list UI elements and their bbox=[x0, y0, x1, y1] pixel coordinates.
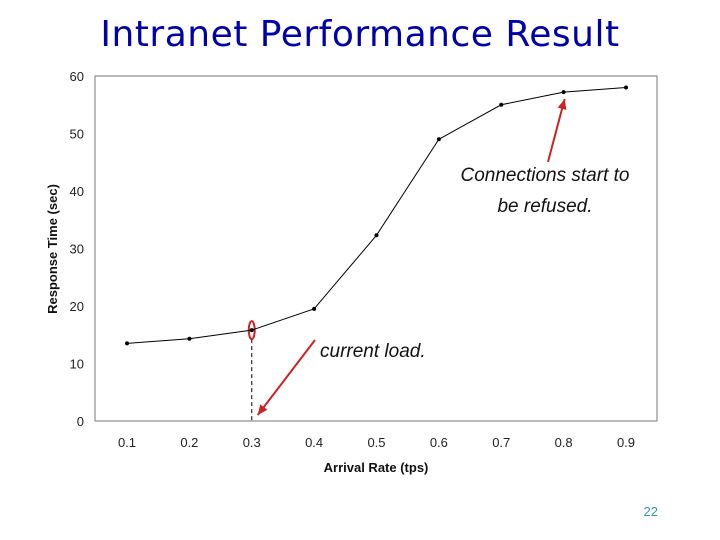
data-point bbox=[249, 328, 254, 333]
x-tick-label: 0.1 bbox=[118, 435, 136, 450]
y-tick-label: 40 bbox=[70, 184, 84, 199]
data-point bbox=[436, 137, 441, 142]
annotation-connections-line2: be refused. bbox=[497, 196, 592, 217]
y-tick-label: 10 bbox=[70, 357, 84, 372]
y-axis-ticks: 0 10 20 30 40 50 60 bbox=[70, 69, 84, 429]
y-axis-title: Response Time (sec) bbox=[45, 184, 60, 314]
annotation-current-load: current load. bbox=[320, 341, 426, 362]
annotation-connections-line1: Connections start to bbox=[461, 165, 630, 186]
x-axis-ticks: 0.1 0.2 0.3 0.4 0.5 0.6 0.7 0.8 0.9 bbox=[118, 435, 635, 450]
series-group bbox=[125, 85, 628, 346]
data-point bbox=[561, 90, 566, 95]
data-point bbox=[624, 85, 628, 90]
data-point bbox=[187, 336, 192, 341]
plot-frame bbox=[94, 75, 658, 422]
annotations-group: Connections start to be refused. current… bbox=[256, 98, 630, 416]
y-tick-label: 60 bbox=[70, 69, 84, 84]
x-axis-title: Arrival Rate (tps) bbox=[324, 460, 429, 475]
x-tick-label: 0.7 bbox=[492, 435, 510, 450]
data-point bbox=[125, 341, 129, 346]
y-tick-label: 20 bbox=[70, 299, 84, 314]
x-tick-label: 0.2 bbox=[180, 435, 198, 450]
x-tick-label: 0.6 bbox=[430, 435, 448, 450]
slide-number: 22 bbox=[643, 504, 658, 519]
current-load-arrow-head bbox=[257, 404, 268, 415]
x-tick-label: 0.9 bbox=[617, 435, 635, 450]
data-point bbox=[374, 233, 379, 238]
connections-arrow-head bbox=[557, 99, 567, 110]
x-tick-label: 0.3 bbox=[243, 435, 261, 450]
data-point bbox=[312, 306, 317, 311]
y-tick-label: 0 bbox=[77, 414, 84, 429]
slide-title: Intranet Performance Result bbox=[100, 14, 620, 55]
connections-arrow-line bbox=[547, 98, 566, 163]
x-tick-label: 0.5 bbox=[367, 435, 385, 450]
x-tick-label: 0.8 bbox=[555, 435, 573, 450]
y-tick-label: 30 bbox=[70, 242, 84, 257]
current-load-arrow-line bbox=[256, 339, 316, 416]
y-tick-label: 50 bbox=[70, 127, 84, 142]
x-tick-label: 0.4 bbox=[305, 435, 323, 450]
data-point bbox=[499, 102, 504, 107]
